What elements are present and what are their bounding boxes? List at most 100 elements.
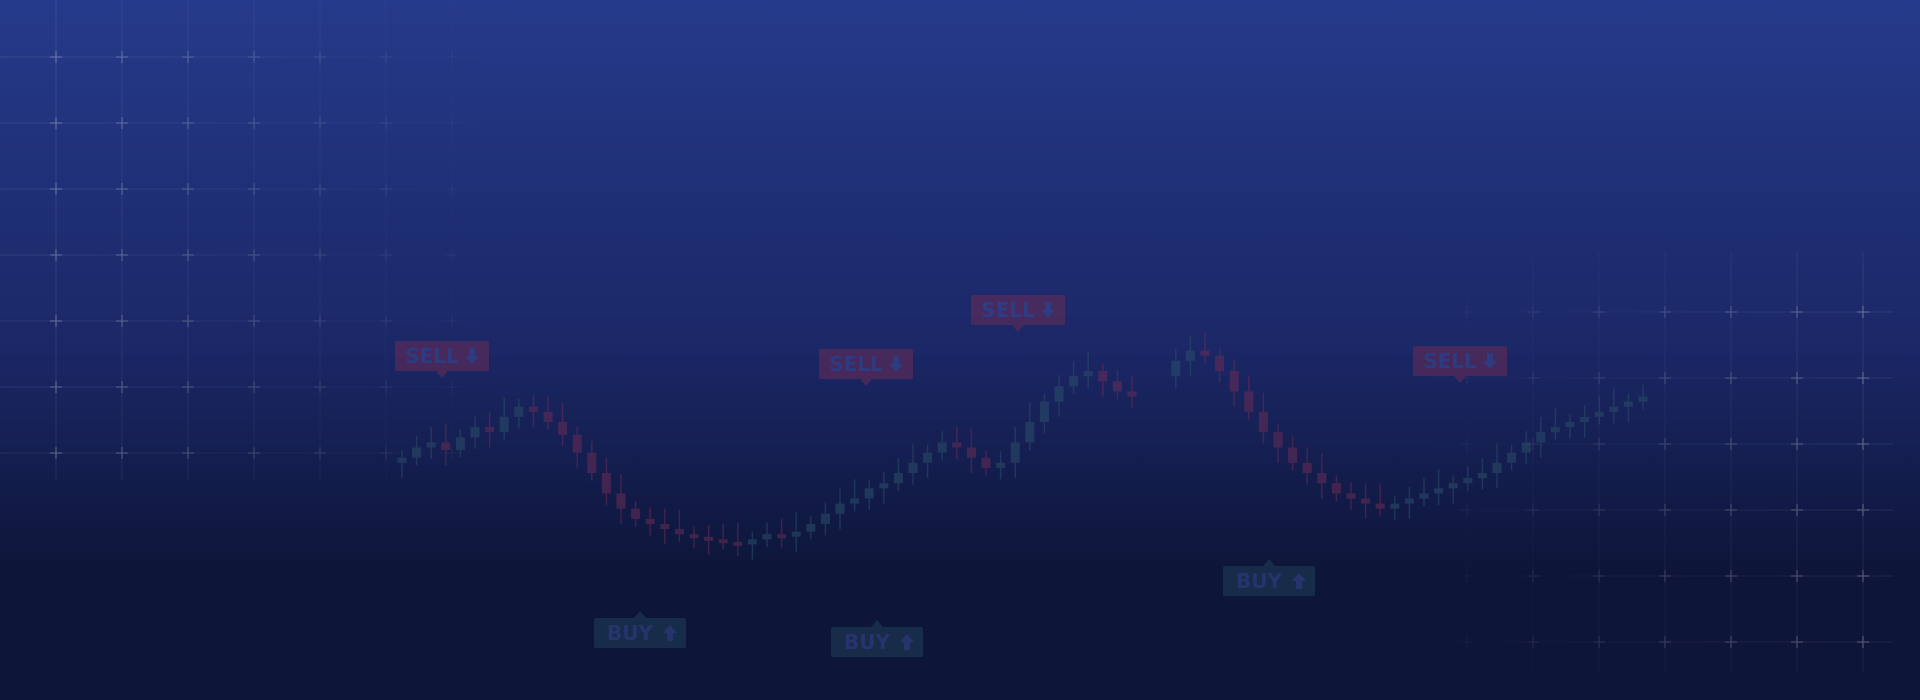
candle-body <box>1550 427 1560 433</box>
candle-body <box>1623 401 1633 407</box>
grid-plus-marker <box>1593 372 1605 384</box>
buy-signal-badge: BUY <box>1223 559 1315 596</box>
buy-signal-badge: BUY <box>594 611 686 648</box>
candle-body <box>1448 483 1458 489</box>
candle-body <box>1069 376 1079 387</box>
candle-body <box>470 427 480 438</box>
candle-body <box>835 503 845 514</box>
grid-plus-marker <box>314 315 326 327</box>
grid-plus-marker <box>248 381 260 393</box>
grid-plus-marker <box>1725 438 1737 450</box>
grid-plus-marker <box>1725 636 1737 648</box>
candle-body <box>1273 432 1283 448</box>
candle-body <box>1580 416 1590 422</box>
candle-body <box>1463 478 1473 484</box>
candle-body <box>514 406 524 417</box>
candle-body <box>1200 350 1210 356</box>
candle-body <box>587 452 597 473</box>
candle-body <box>1375 503 1385 509</box>
candle-body <box>1258 411 1268 433</box>
candle-body <box>718 539 728 544</box>
candle-body <box>908 462 918 473</box>
signal-label: SELL <box>981 298 1035 322</box>
candle-body <box>733 541 743 546</box>
grid-plus-marker <box>1791 438 1803 450</box>
candle-body <box>1244 391 1254 412</box>
candle-body <box>1536 432 1546 443</box>
candle-body <box>1331 483 1341 494</box>
grid-plus-marker <box>1527 504 1539 516</box>
candle-body <box>806 524 816 532</box>
grid-plus-marker <box>380 315 392 327</box>
grid-plus-marker <box>116 249 128 261</box>
candle-body <box>952 442 962 448</box>
grid-plus-marker <box>1461 438 1473 450</box>
candle-body <box>1317 473 1327 484</box>
signal-label: SELL <box>829 352 883 376</box>
signal-label: SELL <box>1423 349 1477 373</box>
grid-plus-marker <box>446 249 458 261</box>
grid-plus-marker <box>50 381 62 393</box>
candle-body <box>616 493 626 509</box>
candle-body <box>674 529 684 535</box>
grid-plus-marker <box>314 117 326 129</box>
grid-plus-marker <box>248 249 260 261</box>
signal-label: BUY <box>607 621 653 645</box>
grid-plus-marker <box>116 51 128 63</box>
signal-label: SELL <box>405 344 459 368</box>
candle-body <box>1302 462 1312 473</box>
grid-plus-marker <box>182 183 194 195</box>
grid-plus-marker <box>314 381 326 393</box>
grid-plus-marker <box>446 381 458 393</box>
candle-body <box>747 539 757 545</box>
candle-body <box>777 534 787 539</box>
candle-body <box>412 447 422 458</box>
candle-body <box>1594 411 1604 417</box>
grid-plus-marker <box>116 117 128 129</box>
arrow-down-icon <box>889 356 903 372</box>
grid-plus-marker <box>1593 306 1605 318</box>
grid-plus-marker <box>248 51 260 63</box>
grid-plus-marker <box>1725 504 1737 516</box>
grid-plus-marker <box>1593 438 1605 450</box>
grid-plus-marker <box>1725 306 1737 318</box>
candle-body <box>455 437 465 451</box>
sell-signal-badge: SELL <box>1413 346 1507 383</box>
grid-plus-marker <box>248 447 260 459</box>
grid-plus-marker <box>1527 372 1539 384</box>
arrow-down-icon <box>465 348 479 364</box>
grid-plus-marker <box>182 315 194 327</box>
grid-plus-marker <box>1857 306 1869 318</box>
candle-body <box>1010 442 1020 463</box>
grid-plus-marker <box>182 117 194 129</box>
sell-signal-badge: SELL <box>395 341 489 378</box>
candle-body <box>1361 498 1371 504</box>
candle-body <box>1346 493 1356 499</box>
grid-plus-marker <box>1593 570 1605 582</box>
candle-body <box>981 457 991 468</box>
grid-plus-marker <box>116 447 128 459</box>
arrow-down-icon <box>1483 353 1497 369</box>
grid-plus-marker <box>116 381 128 393</box>
candle-body <box>1025 422 1035 443</box>
arrow-up-icon <box>1292 573 1306 589</box>
grid-plus-marker <box>1659 438 1671 450</box>
candle-body <box>1054 386 1064 402</box>
candle-body <box>558 422 568 435</box>
grid-plus-marker <box>116 183 128 195</box>
grid-plus-marker <box>182 51 194 63</box>
candle-body <box>864 488 874 499</box>
grid-plus-marker <box>380 447 392 459</box>
candle-body <box>1492 462 1502 473</box>
signal-label: BUY <box>1236 569 1282 593</box>
candle-body <box>791 531 801 537</box>
grid-plus-marker <box>248 315 260 327</box>
candle-body <box>1419 493 1429 499</box>
candle-body <box>1112 381 1122 392</box>
grid-plus-marker <box>314 51 326 63</box>
grid-plus-marker <box>1659 570 1671 582</box>
candle-body <box>1039 401 1049 422</box>
candle-body <box>1215 355 1225 371</box>
grid-plus-marker <box>446 51 458 63</box>
signal-badges: SELL SELL SELL SELL BUY BUY BUY <box>395 295 1507 657</box>
